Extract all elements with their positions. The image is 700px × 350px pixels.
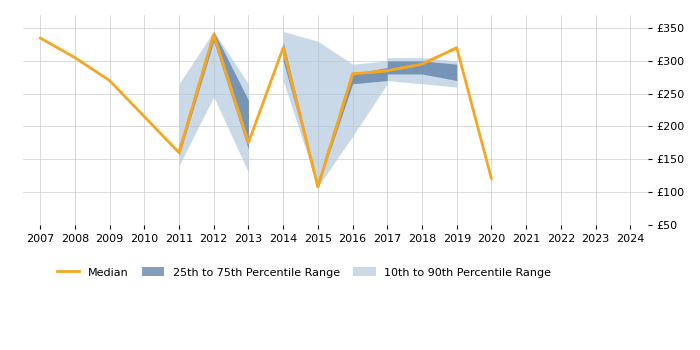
Legend: Median, 25th to 75th Percentile Range, 10th to 90th Percentile Range: Median, 25th to 75th Percentile Range, 1… — [52, 263, 556, 282]
